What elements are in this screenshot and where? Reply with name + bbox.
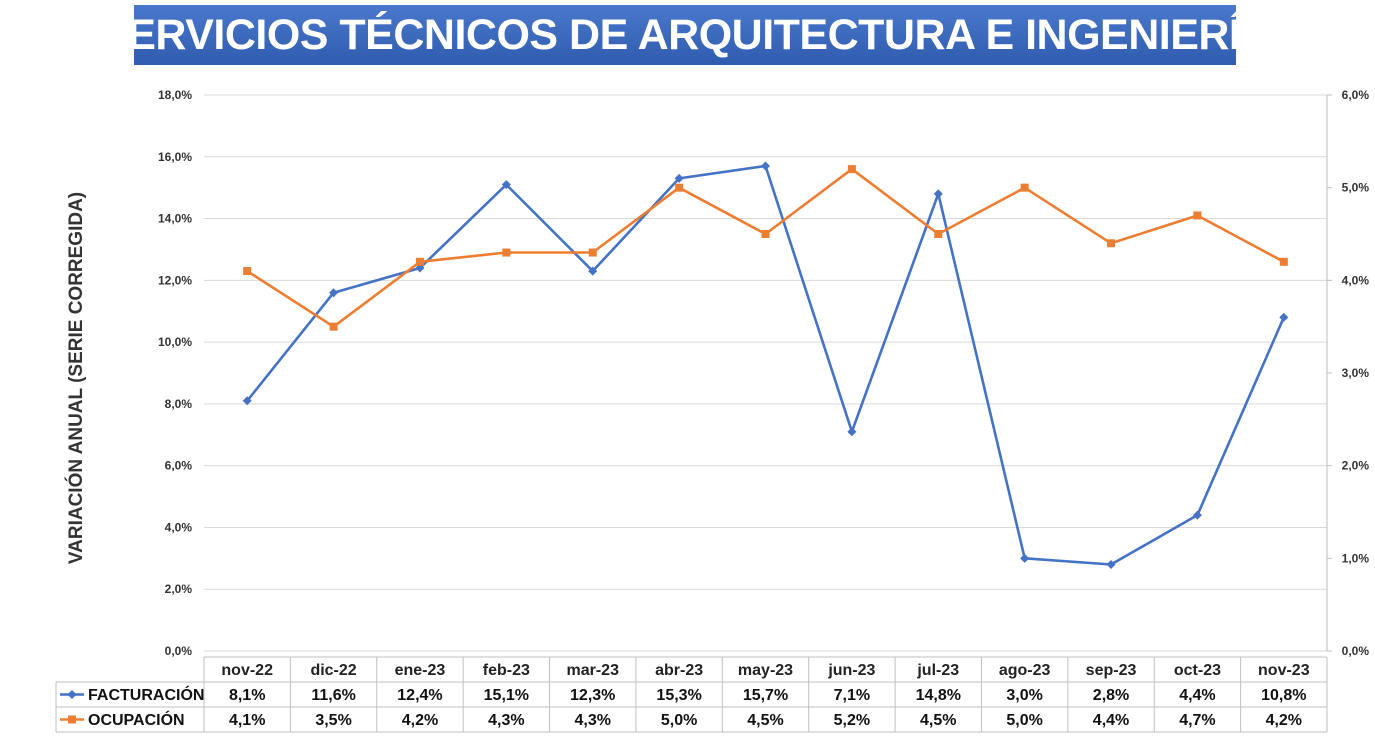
data-label: 15,1%: [484, 687, 529, 704]
x-axis-tick-label: ene-23: [395, 662, 446, 679]
x-axis-tick-label: nov-22: [221, 662, 273, 679]
x-axis-tick-label: nov-23: [1258, 662, 1310, 679]
data-point: [674, 173, 684, 183]
x-axis-tick-label: dic-22: [310, 662, 356, 679]
data-label: 14,8%: [916, 687, 961, 704]
secondary-y-axis-tick-label: 4,0%: [1342, 273, 1370, 287]
y-axis-tick-label: 2,0%: [165, 582, 193, 596]
x-axis-tick-label: sep-23: [1086, 662, 1137, 679]
data-label: 2,8%: [1093, 687, 1129, 704]
data-label: 4,5%: [747, 712, 783, 729]
data-point: [329, 322, 338, 331]
series-line-ocupación: [246, 167, 1285, 329]
y-axis-tick-label: 4,0%: [165, 520, 193, 534]
data-label: 4,4%: [1093, 712, 1129, 729]
x-axis-tick-label: may-23: [738, 662, 793, 679]
data-point: [1279, 312, 1289, 322]
legend-series-name: FACTURACIÓN: [88, 685, 204, 704]
data-label: 4,7%: [1179, 712, 1215, 729]
data-point: [1020, 553, 1030, 563]
data-label: 11,6%: [311, 687, 355, 704]
y-axis-tick-label: 0,0%: [165, 644, 193, 658]
y-axis-tick-label: 14,0%: [158, 212, 192, 226]
data-label: 4,1%: [229, 712, 265, 729]
data-point: [415, 257, 424, 266]
x-axis-tick-label: jul-23: [916, 662, 959, 679]
data-point: [1192, 510, 1202, 520]
data-point: [847, 165, 856, 174]
legend-marker: [68, 715, 76, 724]
data-label: 4,2%: [402, 712, 438, 729]
data-label: 4,3%: [488, 712, 524, 729]
data-point: [1279, 257, 1288, 266]
data-label: 5,0%: [1006, 712, 1042, 729]
data-label: 4,4%: [1179, 687, 1215, 704]
data-label: 5,2%: [834, 712, 870, 729]
y-axis-label: VARIACIÓN ANUAL (SERIE CORREGIDA): [65, 192, 87, 564]
data-point: [588, 248, 597, 257]
data-point: [588, 266, 598, 276]
data-point: [847, 427, 857, 437]
secondary-y-axis-tick-label: 2,0%: [1342, 459, 1370, 473]
data-point: [502, 248, 511, 257]
legend-marker: [67, 690, 77, 699]
data-label: 15,7%: [743, 687, 788, 704]
data-point: [1193, 211, 1202, 220]
secondary-y-axis-tick-label: 6,0%: [1342, 88, 1370, 102]
data-label: 3,5%: [315, 712, 351, 729]
chart-title: SERVICIOS TÉCNICOS DE ARQUITECTURA E ING…: [99, 5, 1271, 65]
data-label: 7,1%: [834, 687, 870, 704]
data-point: [761, 161, 770, 171]
data-point: [501, 180, 511, 190]
x-axis-tick-label: abr-23: [655, 662, 703, 679]
data-point: [934, 230, 943, 238]
legend-series-name: OCUPACIÓN: [88, 710, 185, 729]
x-axis-tick-label: oct-23: [1174, 662, 1221, 679]
data-label: 10,8%: [1261, 687, 1306, 704]
data-label: 4,5%: [920, 712, 956, 729]
data-point: [1107, 239, 1116, 248]
data-label: 8,1%: [229, 687, 265, 704]
data-point: [675, 183, 684, 192]
data-label: 4,2%: [1266, 712, 1302, 729]
secondary-y-axis-tick-label: 5,0%: [1342, 181, 1370, 195]
title-background: [134, 5, 1236, 65]
x-axis-tick-label: jun-23: [827, 662, 875, 679]
y-axis-tick-label: 6,0%: [165, 459, 193, 473]
secondary-y-axis-tick-label: 1,0%: [1342, 551, 1370, 565]
data-point: [243, 267, 252, 276]
data-label: 4,3%: [574, 712, 610, 729]
data-point: [933, 189, 943, 199]
y-axis-tick-label: 18,0%: [158, 88, 192, 102]
secondary-y-axis-tick-label: 0,0%: [1342, 644, 1370, 658]
data-label: 12,3%: [570, 687, 615, 704]
data-label: 5,0%: [661, 712, 697, 729]
data-label: 15,3%: [656, 687, 701, 704]
data-point: [242, 396, 252, 406]
data-point: [1106, 560, 1116, 570]
y-axis-tick-label: 8,0%: [165, 397, 193, 411]
y-axis-tick-label: 10,0%: [158, 335, 192, 349]
data-label: 3,0%: [1006, 687, 1042, 704]
y-axis-tick-label: 12,0%: [158, 273, 192, 287]
x-axis-tick-label: feb-23: [483, 662, 530, 679]
series-line-facturación: [246, 164, 1285, 566]
data-point: [1020, 183, 1029, 192]
chart-title-text: SERVICIOS TÉCNICOS DE ARQUITECTURA E ING…: [99, 10, 1271, 59]
data-table: nov-22 dic-22 ene-23 feb-23 mar-23 abr-23 may-…: [55, 656, 1328, 733]
data-point: [761, 230, 770, 238]
data-point: [329, 288, 339, 298]
x-axis-tick-label: ago-23: [999, 662, 1051, 679]
secondary-y-axis-tick-label: 3,0%: [1342, 366, 1370, 380]
data-label: 12,4%: [397, 687, 442, 704]
x-axis-tick-label: mar-23: [566, 662, 619, 679]
y-axis-tick-label: 16,0%: [158, 150, 192, 164]
